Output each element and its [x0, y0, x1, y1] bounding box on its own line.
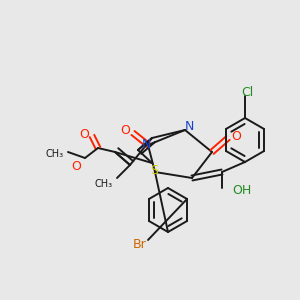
Text: O: O [120, 124, 130, 137]
Text: OH: OH [232, 184, 251, 196]
Text: N: N [184, 119, 194, 133]
Text: S: S [150, 164, 158, 178]
Text: CH₃: CH₃ [95, 179, 113, 189]
Text: O: O [79, 128, 89, 140]
Text: Br: Br [132, 238, 146, 250]
Text: Cl: Cl [241, 85, 253, 98]
Text: O: O [231, 130, 241, 142]
Text: N: N [141, 137, 151, 151]
Text: CH₃: CH₃ [46, 149, 64, 159]
Text: O: O [71, 160, 81, 172]
